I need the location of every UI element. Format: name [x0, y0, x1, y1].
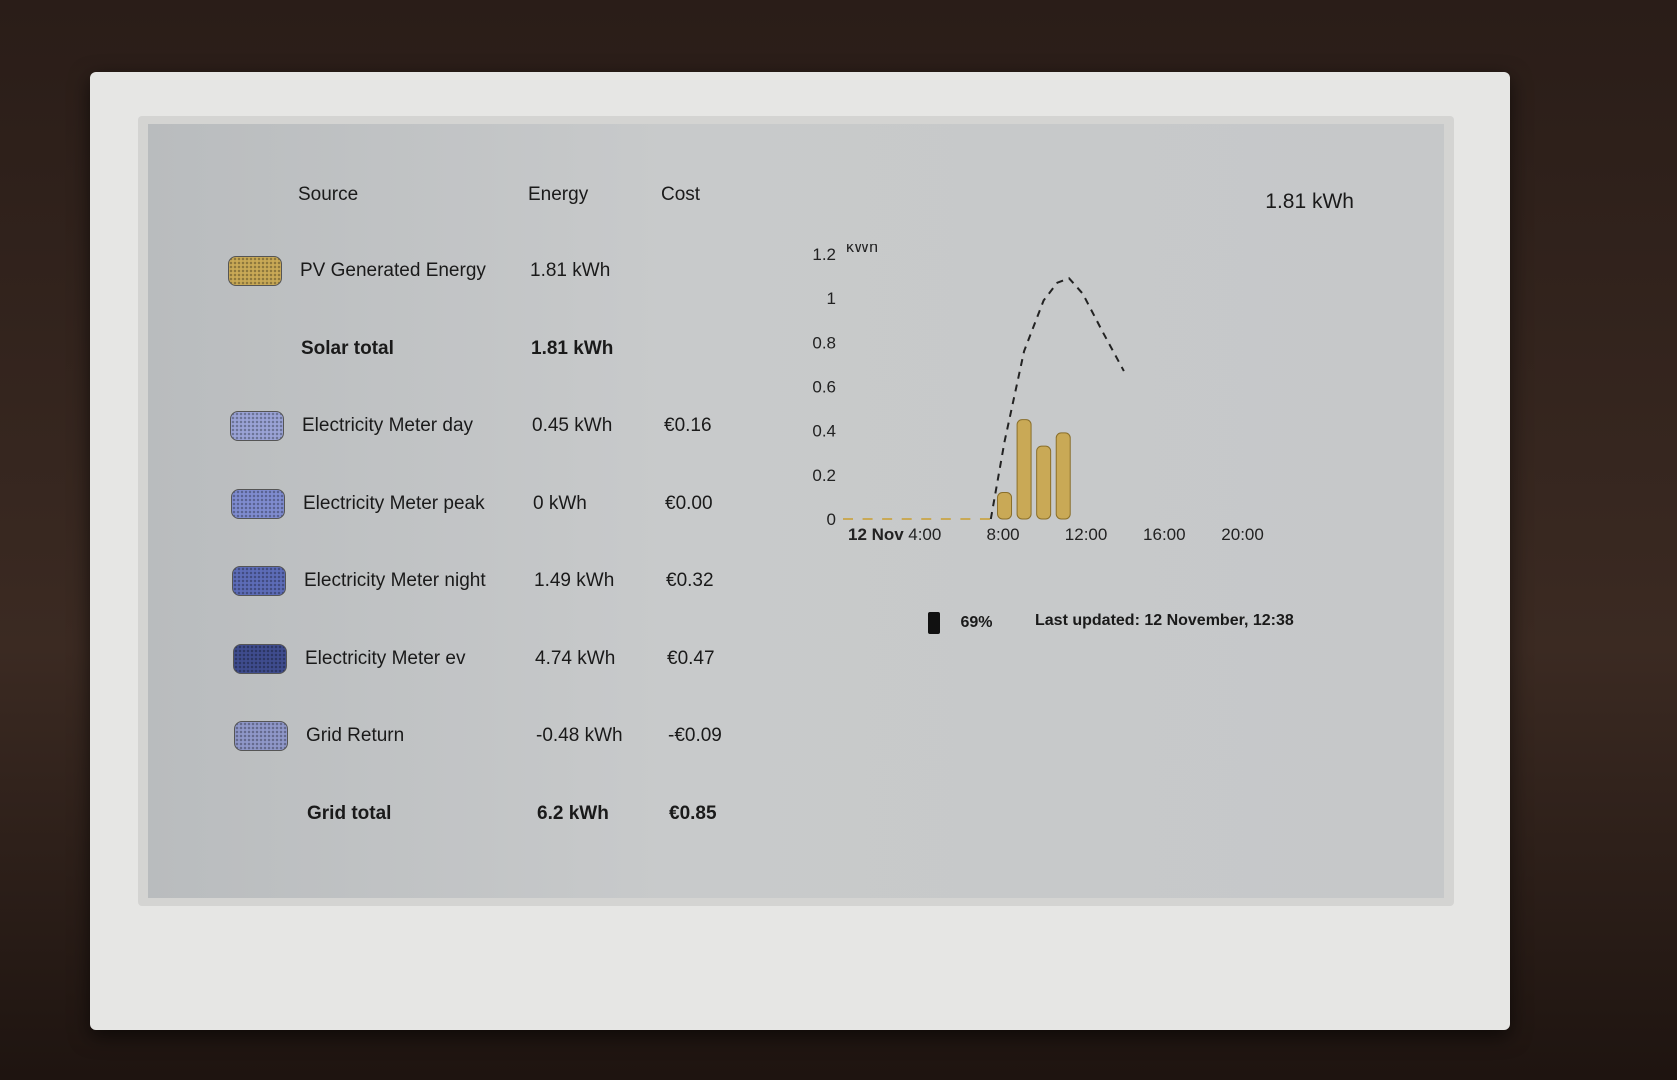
table-row: PV Generated Energy 1.81 kWh	[148, 252, 848, 292]
table-row: Electricity Meter peak 0 kWh €0.00	[151, 485, 851, 525]
row-energy: 1.81 kWh	[530, 260, 611, 281]
y-tick-label: 0.8	[812, 333, 836, 352]
y-tick-label: 0.4	[812, 422, 836, 441]
row-energy: 4.74 kWh	[535, 647, 616, 669]
table-row: Grid total 6.2 kWh €0.85	[155, 795, 855, 835]
row-energy: 6.2 kWh	[537, 802, 609, 824]
bar	[1016, 419, 1032, 520]
row-energy: -0.48 kWh	[536, 725, 623, 746]
x-tick-label: 20:00	[1221, 525, 1264, 544]
table-row: Electricity Meter day 0.45 kWh €0.16	[150, 407, 850, 447]
display-device: Source Energy Cost PV Generated Energy 1.…	[90, 72, 1510, 1030]
header-cost: Cost	[661, 184, 701, 205]
header-source: Source	[298, 184, 359, 205]
series-swatch	[232, 566, 286, 596]
row-cost: €0.00	[665, 492, 713, 514]
series-swatch	[228, 256, 282, 286]
x-tick-label: 8:00	[987, 525, 1020, 544]
row-energy: 0.45 kWh	[532, 415, 613, 436]
table-row: Solar total 1.81 kWh	[149, 330, 849, 370]
header-energy: Energy	[528, 184, 589, 205]
x-tick-label: 16:00	[1143, 525, 1186, 544]
row-source: Grid Return	[306, 725, 405, 746]
y-tick-label: 0.6	[812, 378, 836, 397]
row-source: Grid total	[307, 802, 392, 824]
row-source: Electricity Meter night	[304, 570, 486, 591]
bar	[997, 492, 1013, 520]
x-tick-label: 12:00	[1065, 525, 1108, 544]
battery-status: 69%	[928, 612, 992, 634]
x-tick-label: 12 Nov	[848, 525, 904, 544]
y-tick-label: 0	[827, 510, 836, 529]
row-source: Solar total	[301, 337, 394, 359]
series-swatch	[230, 411, 284, 441]
row-source: Electricity Meter day	[302, 415, 474, 436]
table-row: Electricity Meter night 1.49 kWh €0.32	[152, 562, 852, 602]
row-cost: €0.32	[666, 570, 714, 591]
y-tick-label: 0.2	[812, 466, 836, 485]
y-tick-label: 1	[827, 289, 836, 308]
series-swatch	[234, 721, 288, 751]
y-axis-label: kWh	[846, 244, 878, 256]
row-source: Electricity Meter peak	[303, 492, 485, 514]
row-source: PV Generated Energy	[300, 260, 486, 281]
summary-value: 1.81 kWh	[1265, 190, 1354, 213]
row-energy: 1.81 kWh	[531, 337, 614, 359]
row-cost: €0.85	[669, 802, 717, 824]
bezel: Source Energy Cost PV Generated Energy 1.…	[138, 116, 1454, 906]
series-swatch	[233, 643, 287, 674]
energy-chart: 0 0.2 0.4 0.6 0.8 1 1.2 kWh 12 Nov 4:00 8:00 12:00 1…	[812, 244, 1264, 544]
series-swatch	[231, 488, 285, 519]
row-source: Electricity Meter ev	[305, 647, 466, 669]
last-updated: Last updated: 12 November, 12:38	[1035, 612, 1294, 629]
battery-level: 69%	[960, 614, 993, 632]
row-energy: 0 kWh	[533, 492, 587, 514]
bar	[1055, 432, 1071, 520]
table-row: Grid Return -0.48 kWh -€0.09	[154, 717, 854, 757]
table-row: Electricity Meter ev 4.74 kWh €0.47	[153, 640, 853, 680]
bar	[1036, 445, 1052, 520]
y-tick-label: 1.2	[812, 245, 836, 264]
x-tick-label: 4:00	[908, 525, 941, 544]
energy-dashboard: Source Energy Cost PV Generated Energy 1.…	[148, 124, 1444, 898]
row-cost: €0.16	[664, 415, 712, 436]
row-cost: -€0.09	[668, 725, 722, 746]
row-energy: 1.49 kWh	[534, 570, 615, 591]
battery-icon	[928, 612, 940, 634]
forecast-line	[989, 277, 1125, 520]
row-cost: €0.47	[667, 647, 715, 669]
